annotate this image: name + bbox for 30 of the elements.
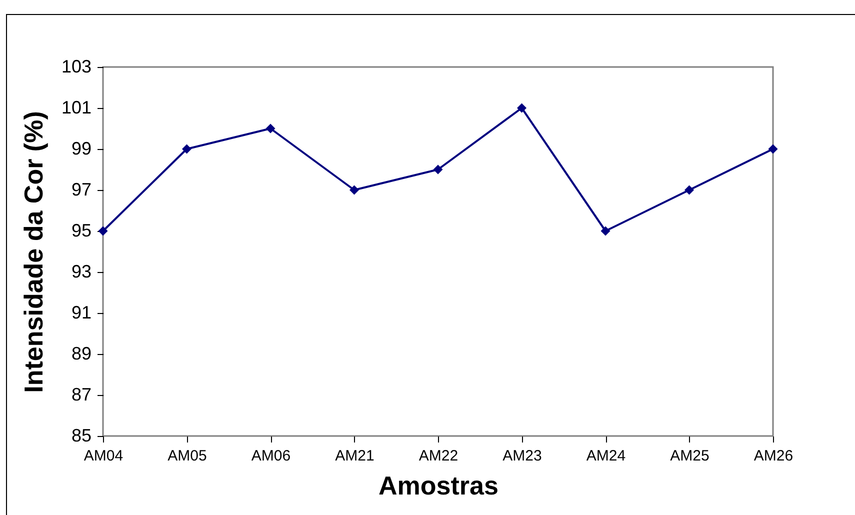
y-tick-label: 99	[71, 138, 92, 158]
x-tick-label: AM04	[84, 448, 124, 464]
x-tick-label: AM05	[168, 448, 207, 464]
point	[266, 124, 276, 134]
point	[98, 226, 108, 236]
point	[350, 185, 359, 195]
point	[433, 164, 443, 174]
point	[517, 103, 526, 113]
x-tick-label: AM22	[418, 448, 458, 464]
point	[768, 144, 778, 154]
y-tick-label: 85	[71, 426, 92, 446]
x-tick-label: AM25	[670, 448, 710, 464]
y-tick-label: 95	[71, 220, 92, 240]
x-tick-label: AM06	[251, 448, 291, 464]
x-tick-label: AM24	[586, 448, 626, 464]
y-tick-label: 97	[71, 180, 92, 200]
x-tick-label: AM21	[335, 448, 374, 464]
y-axis-title: Intensidade da Cor (%)	[18, 111, 48, 393]
x-tick-label: AM26	[754, 448, 794, 464]
y-tick-label: 91	[71, 302, 92, 322]
point	[182, 144, 192, 154]
y-tick-label: 101	[61, 98, 92, 118]
point	[600, 226, 610, 236]
y-tick-label: 89	[71, 344, 92, 364]
x-tick-label: AM23	[502, 448, 542, 464]
y-tick-label: 103	[61, 56, 92, 76]
point	[684, 185, 694, 195]
y-tick-label: 87	[71, 384, 92, 404]
y-tick-label: 93	[71, 262, 92, 282]
x-axis-title: Amostras	[378, 470, 498, 500]
